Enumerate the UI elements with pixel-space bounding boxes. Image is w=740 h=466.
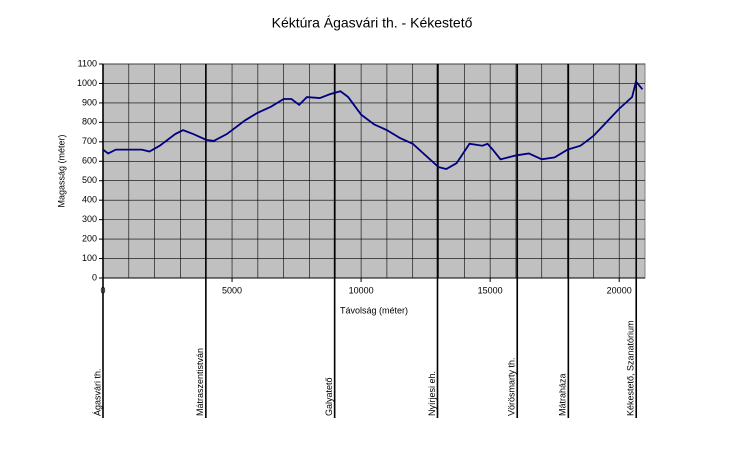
- waypoint-label: Vörösmarty th.: [507, 357, 517, 416]
- y-tick-label: 1000: [77, 78, 97, 88]
- waypoint-label: Kékestető, Szanatórium: [626, 320, 636, 416]
- waypoint-label: Ágasvári th.: [92, 368, 102, 416]
- waypoint-label: Mátraszentistván: [195, 348, 205, 416]
- plot-area: [102, 63, 646, 279]
- y-tick-label: 0: [92, 272, 97, 282]
- y-tick-label: 600: [82, 156, 97, 166]
- y-tick-label: 800: [82, 117, 97, 127]
- waypoint-label: Galyatető: [324, 377, 334, 416]
- chart-title: Kéktúra Ágasvári th. - Kékestető: [272, 15, 473, 31]
- x-tick-label: 10000: [349, 285, 374, 295]
- x-axis-label: Távolság (méter): [340, 305, 408, 315]
- waypoint-label: Nyírjesi eh.: [427, 371, 437, 416]
- waypoint-label: Mátraháza: [558, 373, 568, 416]
- y-tick-label: 200: [82, 233, 97, 243]
- y-tick-label: 300: [82, 214, 97, 224]
- x-tick-label: 15000: [478, 285, 503, 295]
- y-tick-label: 500: [82, 175, 97, 185]
- y-tick-label: 900: [82, 97, 97, 107]
- y-tick-label: 100: [82, 253, 97, 263]
- y-tick-label: 1100: [78, 58, 97, 68]
- y-tick-label: 400: [82, 195, 97, 205]
- x-tick-label: 5000: [222, 285, 242, 295]
- x-tick-label: 20000: [607, 285, 632, 295]
- y-tick-label: 700: [82, 136, 97, 146]
- y-axis-label: Magasság (méter): [56, 134, 66, 207]
- elevation-line: [102, 79, 644, 171]
